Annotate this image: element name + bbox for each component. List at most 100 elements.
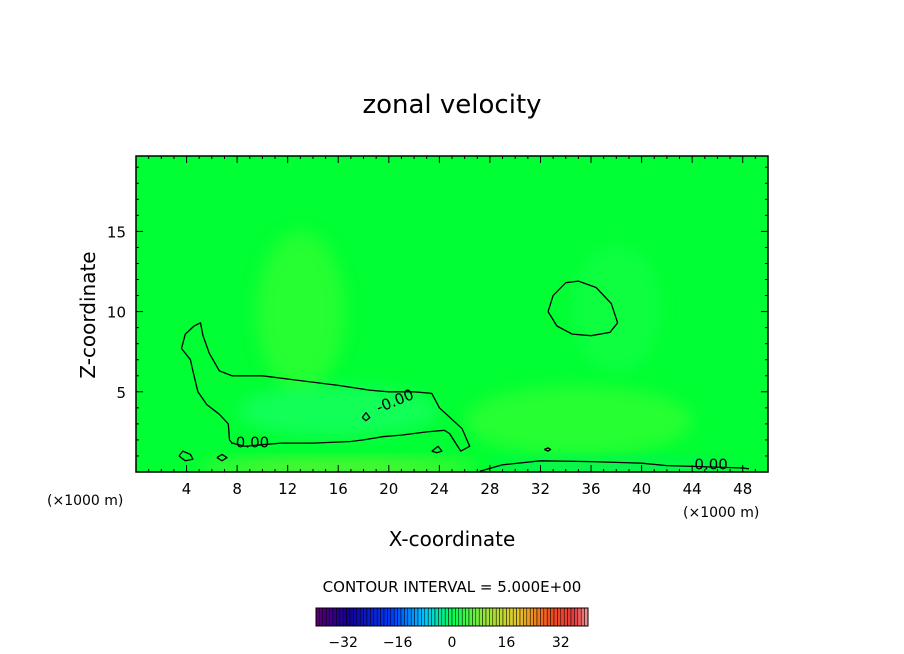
colorbar-cell bbox=[363, 607, 368, 627]
contour-line bbox=[361, 411, 371, 422]
colorbar-cell bbox=[526, 607, 531, 627]
x-tick-label: 48 bbox=[733, 480, 752, 498]
colorbar-cell bbox=[502, 607, 507, 627]
colorbar-cell bbox=[417, 607, 422, 627]
colorbar-cell bbox=[550, 607, 555, 627]
colorbar-cell bbox=[427, 607, 432, 627]
colorbar-cell bbox=[346, 607, 351, 627]
contour-line bbox=[479, 460, 750, 472]
contour-line bbox=[180, 322, 471, 452]
chart-title: zonal velocity bbox=[362, 90, 541, 120]
colorbar-cell bbox=[485, 607, 490, 627]
contour-line bbox=[547, 280, 619, 337]
colorbar-cell bbox=[373, 607, 378, 627]
colorbar-cell bbox=[468, 607, 473, 627]
x-axis-label: X-coordinate bbox=[389, 527, 516, 551]
colorbar-cell bbox=[414, 607, 419, 627]
colorbar-cell bbox=[492, 607, 497, 627]
colorbar-cell bbox=[421, 607, 426, 627]
colorbar-tick-label: 32 bbox=[552, 635, 570, 651]
colorbar bbox=[315, 607, 589, 627]
colorbar-cell bbox=[431, 607, 436, 627]
colorbar-cell bbox=[366, 607, 371, 627]
colorbar-cell bbox=[410, 607, 415, 627]
x-tick-label: 12 bbox=[278, 480, 297, 498]
y-tick-label: 10 bbox=[107, 304, 126, 322]
colorbar-tick-label: 0 bbox=[448, 635, 457, 651]
shading-patch bbox=[237, 385, 440, 437]
shading-patch bbox=[256, 231, 345, 392]
colorbar-cell bbox=[424, 607, 429, 627]
colorbar-cell bbox=[376, 607, 381, 627]
x-tick-label: 32 bbox=[531, 480, 550, 498]
colorbar-cell bbox=[397, 607, 402, 627]
x-tick-label: 20 bbox=[379, 480, 398, 498]
colorbar-cell bbox=[336, 607, 341, 627]
y-axis-label: Z-coordinate bbox=[76, 251, 100, 378]
colorbar-cell bbox=[570, 607, 575, 627]
colorbar-cell bbox=[444, 607, 449, 627]
colorbar-cell bbox=[506, 607, 511, 627]
colorbar-cell bbox=[441, 607, 446, 627]
colorbar-cell bbox=[478, 607, 483, 627]
colorbar-cell bbox=[495, 607, 500, 627]
colorbar-cell bbox=[438, 607, 443, 627]
colorbar-cell bbox=[353, 607, 358, 627]
colorbar-cell bbox=[563, 607, 568, 627]
colorbar-cell bbox=[380, 607, 385, 627]
colorbar-cell bbox=[509, 607, 514, 627]
colorbar-cell bbox=[404, 607, 409, 627]
colorbar-cell bbox=[557, 607, 562, 627]
shading-patch bbox=[489, 459, 743, 472]
x-tick-label: 40 bbox=[632, 480, 651, 498]
colorbar-cell bbox=[519, 607, 524, 627]
x-tick-label: 4 bbox=[182, 480, 192, 498]
colorbar-cell bbox=[434, 607, 439, 627]
x-tick-label: 44 bbox=[683, 480, 702, 498]
contour-line bbox=[431, 445, 443, 454]
colorbar-cell bbox=[489, 607, 494, 627]
colorbar-cell bbox=[393, 607, 398, 627]
colorbar-cell bbox=[553, 607, 558, 627]
contour-interval: CONTOUR INTERVAL = 5.000E+00 bbox=[323, 578, 582, 596]
colorbar-cell bbox=[529, 607, 534, 627]
colorbar-cell bbox=[390, 607, 395, 627]
colorbar-cell bbox=[584, 607, 589, 627]
colorbar-tick-label: −32 bbox=[328, 635, 358, 651]
colorbar-cell bbox=[461, 607, 466, 627]
colorbar-cell bbox=[339, 607, 344, 627]
colorbar-cell bbox=[325, 607, 330, 627]
colorbar-cell bbox=[536, 607, 541, 627]
colorbar-cell bbox=[580, 607, 585, 627]
colorbar-cell bbox=[455, 607, 460, 627]
colorbar-cell bbox=[512, 607, 517, 627]
colorbar-cell bbox=[332, 607, 337, 627]
colorbar-cell bbox=[574, 607, 579, 627]
colorbar-cell bbox=[475, 607, 480, 627]
plot-area: -0.00-0.000.00 bbox=[136, 156, 768, 473]
colorbar-cell bbox=[329, 607, 334, 627]
contour-line bbox=[178, 450, 194, 462]
colorbar-cell bbox=[400, 607, 405, 627]
x-unit-left: (×1000 m) bbox=[47, 493, 123, 509]
colorbar-cell bbox=[387, 607, 392, 627]
colorbar-cell bbox=[499, 607, 504, 627]
colorbar-cell bbox=[319, 607, 324, 627]
colorbar-cell bbox=[315, 607, 320, 627]
colorbar-cell bbox=[349, 607, 354, 627]
contour-label: -0.00 bbox=[230, 434, 269, 452]
contour-line bbox=[216, 453, 228, 462]
colorbar-cell bbox=[560, 607, 565, 627]
x-tick-label: 36 bbox=[581, 480, 600, 498]
colorbar-cell bbox=[458, 607, 463, 627]
colorbar-cell bbox=[577, 607, 582, 627]
colorbar-cell bbox=[516, 607, 521, 627]
shading-patch bbox=[464, 385, 693, 456]
colorbar-cell bbox=[472, 607, 477, 627]
x-tick-label: 28 bbox=[480, 480, 499, 498]
x-unit-right: (×1000 m) bbox=[683, 505, 759, 521]
colorbar-cell bbox=[546, 607, 551, 627]
colorbar-cell bbox=[407, 607, 412, 627]
shading-patch bbox=[572, 244, 661, 373]
